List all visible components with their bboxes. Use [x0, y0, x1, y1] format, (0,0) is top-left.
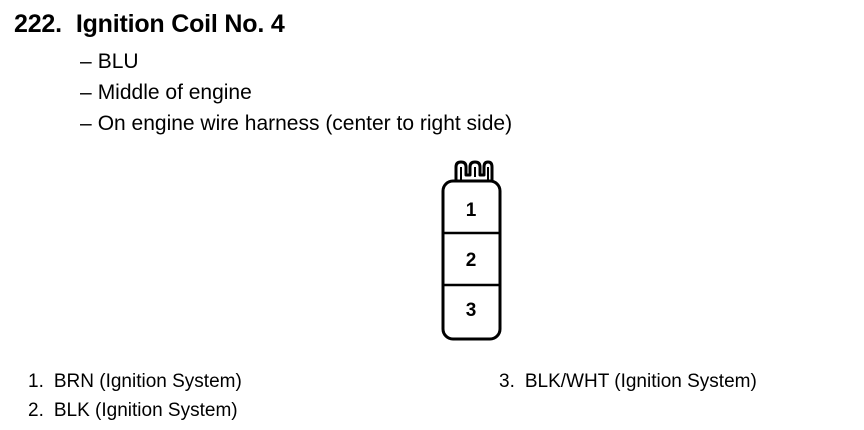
detail-location: – Middle of engine — [80, 81, 252, 104]
section-number: 222. — [14, 10, 62, 38]
detail-connector-color: – BLU — [80, 50, 139, 73]
connector-latch — [454, 160, 494, 183]
page-title: 222. Ignition Coil No. 4 — [14, 10, 285, 39]
pin-list-right: 3. BLK/WHT (Ignition System) — [499, 367, 757, 396]
pin-item: 1. BRN (Ignition System) — [28, 371, 242, 392]
cavity-label-1: 1 — [466, 200, 477, 221]
detail-harness: – On engine wire harness (center to right… — [80, 112, 513, 135]
cavity-label-3: 3 — [466, 300, 477, 321]
pin-item: 2. BLK (Ignition System) — [28, 400, 238, 421]
connector-diagram: 1 2 3 — [441, 160, 502, 341]
section-title: Ignition Coil No. 4 — [75, 10, 285, 38]
connector-body — [441, 179, 502, 341]
cavity-label-2: 2 — [466, 250, 477, 271]
component-details: – BLU – Middle of engine – On engine wire h… — [80, 46, 512, 139]
pin-list-left: 1. BRN (Ignition System) 2. BLK (Ignition … — [28, 367, 242, 425]
pin-item: 3. BLK/WHT (Ignition System) — [499, 371, 757, 392]
